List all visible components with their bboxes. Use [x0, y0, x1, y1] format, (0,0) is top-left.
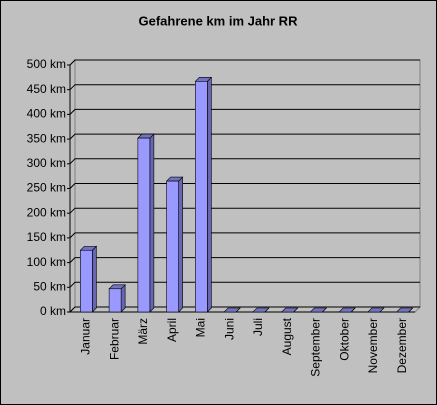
bar	[195, 81, 208, 313]
bar-top	[338, 307, 356, 313]
y-tick-label: 100 km	[27, 255, 66, 269]
bar-side	[120, 284, 126, 313]
x-tick-label: Juni	[222, 318, 236, 340]
bar-top	[252, 307, 270, 313]
y-tick-label: 50 km	[33, 279, 66, 293]
x-tick-label: März	[136, 318, 150, 345]
y-tick-label: 250 km	[27, 181, 66, 195]
x-tick-label: November	[366, 318, 380, 373]
x-tick-label: April	[165, 318, 179, 342]
grid-line	[69, 183, 420, 189]
y-tick-label: 350 km	[27, 131, 66, 145]
grid-line	[69, 257, 420, 263]
bar-side	[149, 133, 155, 313]
bar-side	[178, 176, 183, 313]
bar-side	[207, 76, 212, 313]
bar-top	[309, 307, 328, 313]
bar-top	[367, 307, 385, 313]
x-tick-label: Juli	[251, 318, 265, 336]
grid-line	[69, 133, 420, 140]
x-tick-label: Dezember	[395, 318, 409, 373]
grid-line	[69, 59, 420, 66]
grid-line	[69, 207, 420, 214]
bar-top	[395, 307, 414, 313]
x-tick-label: Oktober	[337, 318, 351, 361]
y-tick-label: 200 km	[27, 205, 66, 219]
grid-line	[69, 306, 420, 313]
bar	[137, 137, 151, 313]
grid-line	[69, 108, 420, 115]
grid-line	[69, 84, 420, 91]
y-tick-label: 400 km	[27, 107, 66, 121]
grid-line	[69, 232, 420, 239]
bar	[166, 180, 179, 313]
x-tick-label: Februar	[107, 318, 121, 360]
bar	[80, 249, 93, 313]
x-tick-label: Mai	[194, 318, 208, 337]
y-tick-label: 500 km	[27, 57, 66, 71]
y-tick-label: 0 km	[40, 304, 66, 318]
bar-top	[280, 307, 299, 313]
y-tick-label: 150 km	[27, 230, 66, 244]
bar-top	[223, 307, 241, 313]
bar-side	[92, 245, 97, 313]
x-tick-label: August	[280, 317, 294, 355]
grid-line	[69, 158, 420, 165]
y-tick-label: 300 km	[27, 156, 66, 170]
bar	[108, 288, 122, 313]
grid-line	[69, 281, 420, 288]
x-tick-label: Januar	[79, 318, 93, 355]
y-tick-label: 450 km	[27, 82, 66, 96]
chart-title: Gefahrene km im Jahr RR	[139, 13, 299, 28]
x-tick-label: September	[309, 318, 323, 377]
